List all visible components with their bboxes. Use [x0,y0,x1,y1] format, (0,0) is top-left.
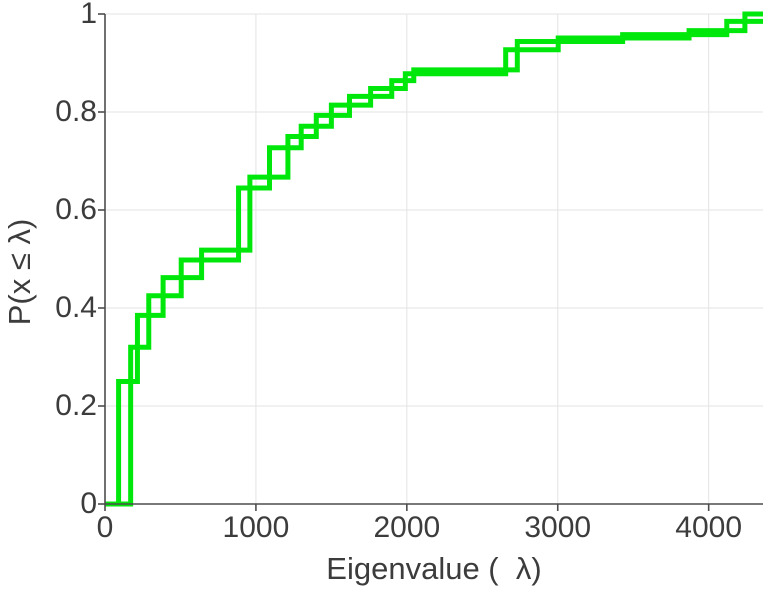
x-tick-label: 4000 [675,511,743,544]
grid-lines [105,13,763,504]
y-tick-label: 0 [80,487,97,520]
x-tick-label: 0 [96,511,114,544]
x-tick-label: 3000 [524,511,592,544]
x-tick-label: 1000 [222,511,290,544]
y-tick-label: 1 [80,0,97,30]
cdf-curve [105,11,763,507]
y-tick-label: 0.6 [55,193,97,226]
x-axis-label: Eigenvalue ( λ) [326,551,542,586]
x-tick-label: 2000 [373,511,441,544]
cdf-stairs-b [105,11,763,507]
cdf-stairs-a [105,18,763,507]
y-axis-label: P(x ≤ λ) [2,218,37,326]
y-tick-label: 0.2 [55,389,97,422]
y-tick-label: 0.4 [55,291,97,324]
y-tick-label: 0.8 [55,95,97,128]
axes [98,13,763,511]
